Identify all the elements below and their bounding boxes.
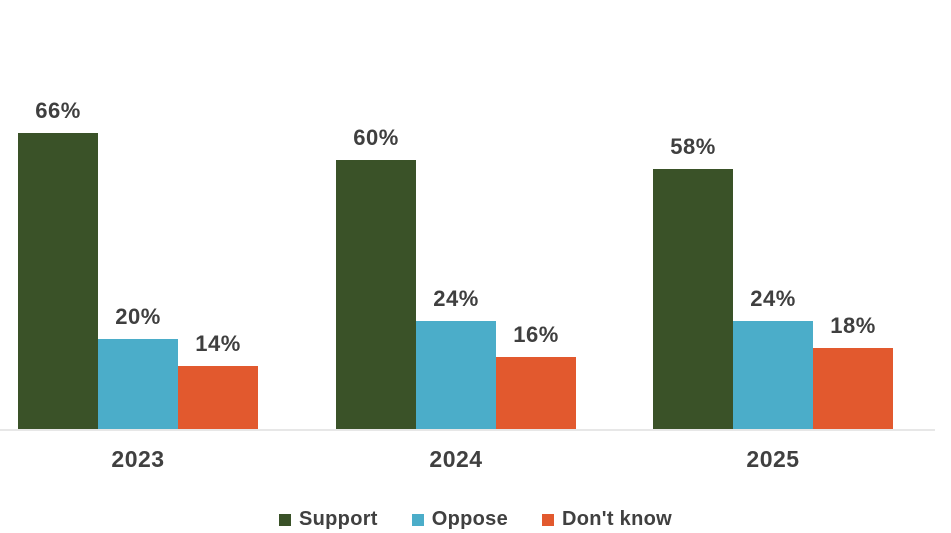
data-label-support-2025: 58% [670,134,716,159]
bar-support-2025 [653,169,733,429]
data-label-oppose-2025: 24% [750,286,796,311]
legend-swatch-oppose [411,513,424,526]
data-label-don-t-know-2025: 18% [830,313,876,338]
legend-label-support: Support [299,508,378,530]
legend: Support Oppose Don't know [0,508,951,531]
legend-item-support: Support [279,508,378,531]
data-label-support-2024: 60% [353,125,399,150]
bar-oppose-2024 [416,321,496,429]
legend-label-oppose: Oppose [431,508,509,530]
x-axis-label-2024: 2024 [429,446,483,472]
x-axis-label-2025: 2025 [746,446,800,472]
bar-don-t-know-2025 [813,348,893,429]
x-axis-line [0,429,935,431]
legend-item-oppose: Oppose [411,508,509,531]
data-label-support-2023: 66% [35,98,81,123]
data-label-don-t-know-2024: 16% [513,322,559,347]
legend-item-don-t-know: Don't know [542,508,672,531]
legend-label-don-t-know: Don't know [562,508,672,530]
bar-oppose-2023 [98,339,178,429]
bar-don-t-know-2023 [178,366,258,429]
bar-support-2023 [18,133,98,429]
bar-don-t-know-2024 [496,357,576,429]
data-label-oppose-2024: 24% [433,286,479,311]
legend-swatch-support [279,513,291,526]
data-label-don-t-know-2023: 14% [195,331,241,356]
data-label-oppose-2023: 20% [115,304,161,329]
x-axis-label-2023: 2023 [111,446,165,472]
bar-oppose-2025 [733,321,813,429]
legend-swatch-don-t-know [542,513,555,526]
bar-support-2024 [336,160,416,429]
